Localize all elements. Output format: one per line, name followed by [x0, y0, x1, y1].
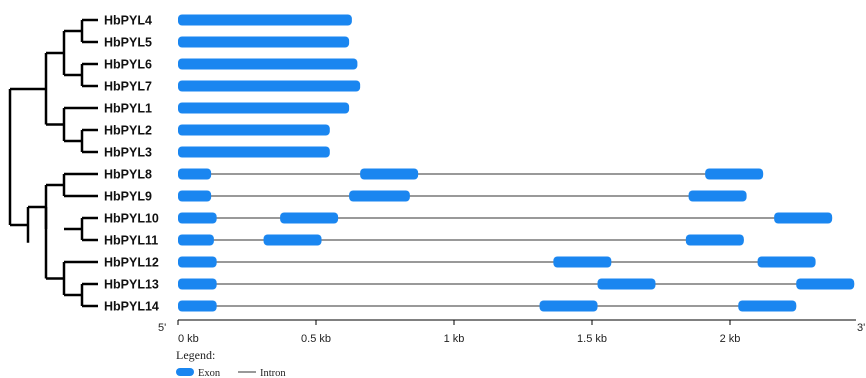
- gene-label: HbPYL5: [104, 36, 152, 50]
- five-prime-label: 5': [158, 322, 166, 334]
- exon-box: [178, 256, 217, 268]
- exon-box: [263, 234, 322, 246]
- gene-label: HbPYL10: [104, 212, 159, 226]
- gene-row: [178, 234, 744, 246]
- gene-label: HbPYL9: [104, 190, 152, 204]
- exon-box: [178, 146, 330, 158]
- gene-label: HbPYL2: [104, 124, 152, 138]
- tick-label: 1.5 kb: [577, 333, 607, 345]
- exon-box: [178, 212, 217, 224]
- gene-label: HbPYL7: [104, 80, 152, 94]
- gene-label: HbPYL11: [104, 234, 158, 248]
- tick-label: 2 kb: [720, 333, 741, 345]
- exon-box: [178, 58, 358, 70]
- exon-box: [178, 190, 212, 202]
- legend-title: Legend:: [176, 348, 215, 362]
- exon-box: [178, 300, 217, 312]
- legend: Legend: Exon Intron: [176, 348, 286, 378]
- gene-label: HbPYL14: [104, 300, 159, 314]
- exon-box: [178, 124, 330, 136]
- tick-label: 0.5 kb: [301, 333, 331, 345]
- exon-box: [178, 168, 212, 180]
- gene-row: [178, 300, 797, 312]
- exon-box: [774, 212, 833, 224]
- scale-axis: 5' 3': [158, 319, 865, 334]
- axis-ticks: 0 kb 0.5 kb 1 kb 1.5 kb 2 kb: [177, 320, 741, 345]
- exon-box: [685, 234, 744, 246]
- gene-row: [178, 80, 361, 92]
- gene-row: [178, 190, 747, 202]
- exon-box: [349, 190, 410, 202]
- exon-box: [796, 278, 855, 290]
- legend-exon-label: Exon: [198, 368, 221, 378]
- legend-intron-label: Intron: [260, 368, 286, 378]
- exon-box: [280, 212, 339, 224]
- gene-row: [178, 168, 764, 180]
- gene-row: [178, 58, 358, 70]
- gene-label: HbPYL6: [104, 58, 152, 72]
- phylogenetic-tree: [8, 18, 98, 308]
- exon-box: [738, 300, 797, 312]
- exon-box: [757, 256, 816, 268]
- gene-structures: [178, 14, 855, 312]
- exon-box: [597, 278, 656, 290]
- gene-row: [178, 102, 350, 114]
- exon-box: [360, 168, 419, 180]
- exon-box: [178, 80, 361, 92]
- gene-row: [178, 14, 352, 26]
- exon-box: [178, 234, 214, 246]
- gene-label: HbPYL1: [104, 102, 152, 116]
- exon-box: [178, 102, 350, 114]
- exon-box: [539, 300, 598, 312]
- exon-box: [688, 190, 747, 202]
- gene-label: HbPYL12: [104, 256, 159, 270]
- exon-box: [178, 14, 352, 26]
- exon-box: [705, 168, 764, 180]
- exon-box: [178, 278, 217, 290]
- exon-box: [178, 36, 350, 48]
- exon-box: [553, 256, 612, 268]
- gene-row: [178, 278, 855, 290]
- gene-label: HbPYL13: [104, 278, 159, 292]
- gene-row: [178, 256, 816, 268]
- gene-label: HbPYL8: [104, 168, 152, 182]
- gene-labels: HbPYL4 HbPYL5 HbPYL6 HbPYL7 HbPYL1 HbPYL2 HbPY…: [104, 14, 159, 314]
- gene-row: [178, 146, 330, 158]
- gene-label: HbPYL4: [104, 14, 152, 28]
- tick-label: 0 kb: [178, 333, 199, 345]
- gene-row: [178, 36, 350, 48]
- legend-exon-swatch: [176, 368, 194, 376]
- gene-row: [178, 212, 833, 224]
- tick-label: 1 kb: [444, 333, 465, 345]
- gene-row: [178, 124, 330, 136]
- three-prime-label: 3': [857, 322, 865, 334]
- gene-label: HbPYL3: [104, 146, 152, 160]
